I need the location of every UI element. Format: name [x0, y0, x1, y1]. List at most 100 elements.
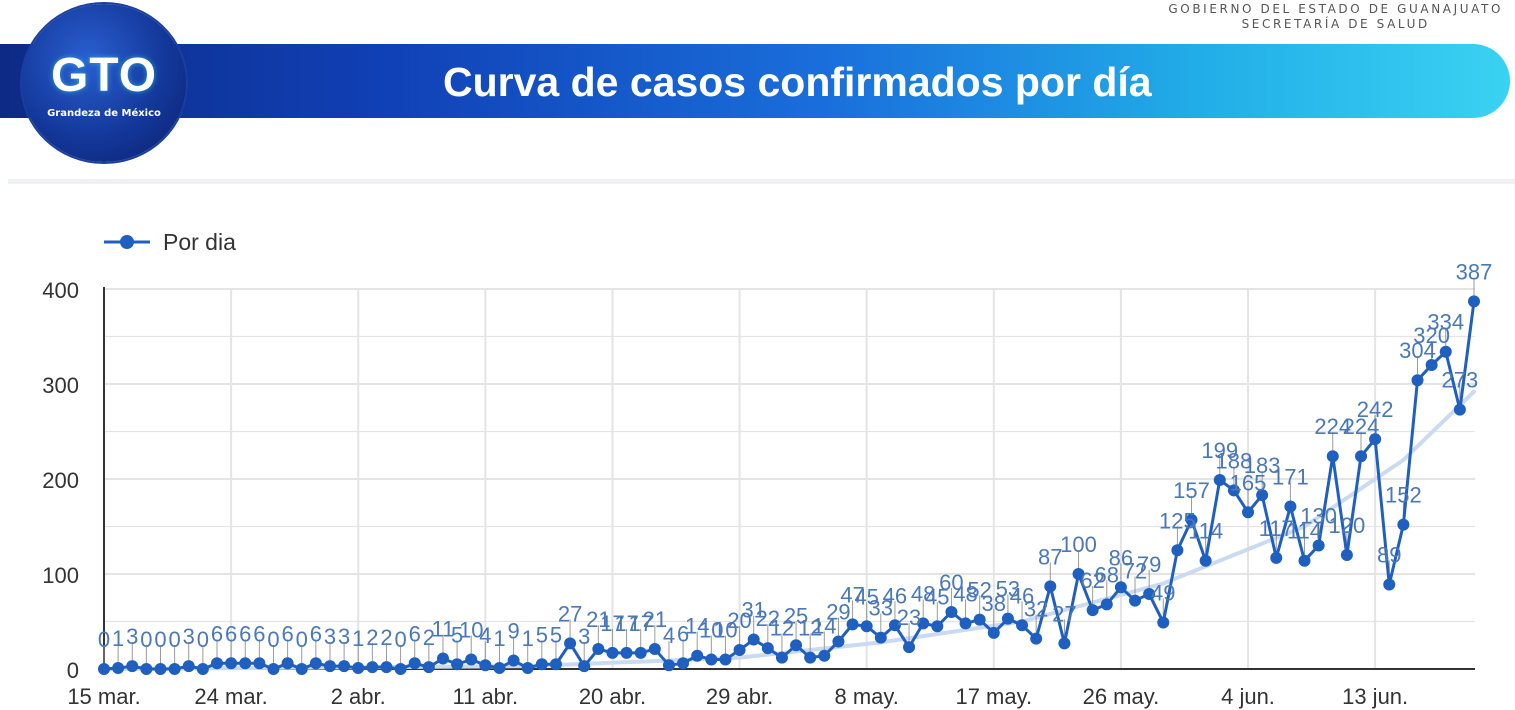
data-point: [606, 646, 619, 659]
data-label: 14: [685, 614, 709, 639]
data-point: [564, 637, 577, 650]
data-point: [1369, 433, 1382, 446]
data-label: 6: [225, 621, 237, 646]
y-tick-label: 0: [67, 658, 79, 683]
data-label: 17: [614, 611, 638, 636]
data-label: 79: [1137, 552, 1161, 577]
data-point: [691, 649, 704, 662]
data-label: 31: [741, 598, 765, 623]
data-point: [1425, 359, 1438, 371]
data-point: [182, 660, 195, 673]
data-label: 20: [727, 608, 751, 633]
data-label: 224: [1314, 414, 1351, 439]
data-point: [1044, 580, 1057, 593]
logo-subtitle: Grandeza de México: [47, 108, 161, 119]
data-point: [747, 633, 760, 646]
data-point: [1270, 551, 1283, 564]
data-point: [790, 639, 803, 652]
y-tick-label: 300: [42, 373, 79, 398]
data-label: 10: [459, 618, 483, 643]
data-label: 114: [1188, 519, 1223, 544]
x-tick-label: 11 abr.: [453, 684, 519, 709]
data-label: 62: [1080, 568, 1104, 593]
data-point: [719, 653, 732, 666]
data-point: [761, 642, 774, 655]
data-point: [196, 663, 209, 675]
data-point: [677, 657, 690, 670]
data-point: [733, 644, 746, 656]
data-label: 0: [140, 627, 152, 652]
data-point: [1199, 554, 1212, 567]
data-label: 89: [1377, 542, 1401, 567]
data-label: 5: [550, 622, 562, 647]
data-point: [1143, 587, 1156, 600]
data-point: [818, 649, 831, 662]
data-label: 10: [699, 618, 723, 643]
data-label: 4: [663, 623, 675, 648]
data-label: 242: [1357, 397, 1394, 422]
data-point: [705, 653, 718, 666]
data-point: [1355, 450, 1368, 463]
x-tick-label: 17 may.: [955, 684, 1032, 709]
y-tick-label: 400: [42, 278, 79, 303]
data-point: [1086, 604, 1099, 617]
data-label: 86: [1109, 545, 1133, 570]
data-label: 6: [677, 621, 689, 646]
data-point: [140, 663, 153, 675]
data-label: 3: [578, 624, 590, 649]
data-label: 22: [756, 606, 780, 631]
data-point: [465, 653, 478, 666]
data-label: 3: [126, 624, 138, 649]
data-point: [267, 663, 280, 675]
legend-marker: [120, 235, 134, 249]
data-point: [888, 619, 901, 632]
data-point: [804, 651, 817, 664]
data-label: 273: [1442, 368, 1479, 393]
data-label: 1: [493, 626, 505, 651]
data-label: 1: [112, 626, 124, 651]
data-point: [535, 658, 548, 671]
legend-label: Por dia: [163, 229, 236, 255]
data-point: [126, 660, 139, 673]
data-label: 130: [1300, 504, 1337, 529]
data-label: 46: [1010, 583, 1034, 608]
data-point: [507, 654, 520, 667]
data-point: [239, 657, 252, 670]
data-label: 0: [267, 627, 279, 652]
data-label: 157: [1173, 478, 1210, 503]
data-point: [1340, 549, 1353, 561]
data-label: 171: [1272, 465, 1309, 490]
data-point: [1439, 345, 1452, 358]
data-point: [1468, 295, 1480, 308]
data-label: 10: [713, 618, 737, 643]
data-point: [648, 643, 661, 656]
data-label: 1: [522, 626, 534, 651]
data-label: 45: [925, 584, 949, 609]
data-point: [394, 663, 407, 675]
data-point: [1312, 539, 1325, 552]
data-point: [281, 657, 294, 670]
data-label: 165: [1230, 470, 1267, 495]
data-point: [931, 620, 944, 633]
data-point: [323, 660, 336, 673]
data-label: 17: [600, 611, 624, 636]
data-point: [352, 662, 365, 675]
data-point: [1185, 513, 1198, 526]
data-label: 53: [996, 577, 1020, 602]
data-point: [1242, 506, 1255, 519]
data-label: 68: [1095, 562, 1119, 587]
data-point: [112, 662, 125, 675]
government-name: GOBIERNO DEL ESTADO DE GUANAJUATO: [1168, 2, 1503, 16]
data-label: 6: [310, 621, 322, 646]
data-label: 117: [1259, 516, 1294, 541]
gto-logo: GTO Grandeza de México: [22, 4, 186, 162]
data-label: 0: [197, 627, 209, 652]
data-label: 3: [183, 624, 195, 649]
data-point: [987, 626, 1000, 639]
x-tick-label: 2 abr.: [331, 684, 386, 709]
data-point: [578, 660, 591, 673]
data-point: [846, 618, 859, 631]
data-point: [973, 613, 986, 626]
x-tick-label: 20 abr.: [579, 684, 646, 709]
